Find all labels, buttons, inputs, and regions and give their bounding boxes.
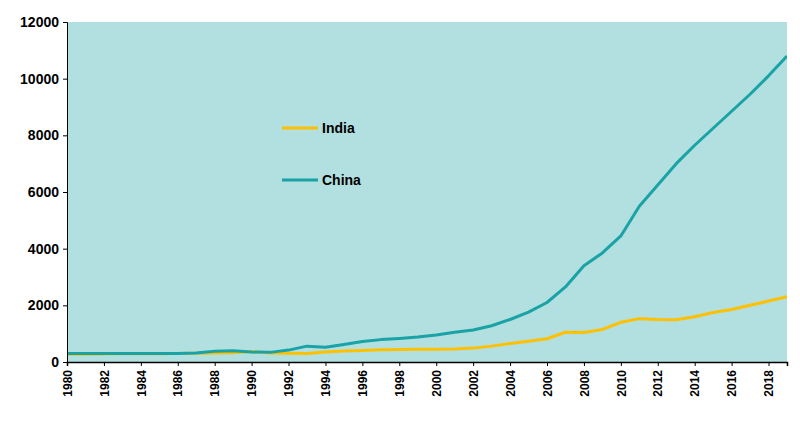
x-tick: 1982	[98, 362, 112, 397]
x-tick-label: 2012	[651, 370, 665, 397]
x-tick-label: 1980	[61, 370, 75, 397]
x-tick: 2004	[504, 362, 518, 397]
x-tick-label: 1994	[319, 370, 333, 397]
y-axis: 0 2000 4000 6000 8000 10000 12000	[20, 14, 67, 370]
x-tick-mark	[289, 362, 290, 366]
y-tick-mark	[63, 305, 67, 306]
x-tick-mark	[215, 362, 216, 366]
x-tick-label: 2014	[688, 370, 702, 397]
x-tick: 2006	[541, 362, 555, 397]
series-line	[67, 297, 787, 355]
y-tick-label: 8000	[28, 127, 59, 143]
plot-background	[67, 22, 787, 362]
y-tick-label: 12000	[20, 14, 59, 30]
x-tick-mark	[473, 362, 474, 366]
x-tick: 2014	[688, 362, 702, 397]
legend-label: China	[322, 172, 361, 188]
y-tick-mark	[63, 192, 67, 193]
y-tick-label: 4000	[28, 241, 59, 257]
x-tick: 1994	[319, 362, 333, 397]
x-tick-label: 1998	[393, 370, 407, 397]
x-tick-mark	[141, 362, 142, 366]
legend-item: India	[282, 120, 355, 136]
x-tick-label: 2018	[762, 370, 776, 397]
x-tick-label: 2000	[430, 370, 444, 397]
x-tick-mark	[362, 362, 363, 366]
x-tick-mark	[695, 362, 696, 366]
legend-label: India	[322, 120, 355, 136]
x-tick-mark	[510, 362, 511, 366]
x-tick-mark	[732, 362, 733, 366]
x-tick: 1998	[393, 362, 407, 397]
x-tick-label: 2016	[725, 370, 739, 397]
y-tick: 2000	[28, 297, 67, 313]
legend-swatch	[282, 127, 318, 130]
y-tick-label: 2000	[28, 297, 59, 313]
x-tick-label: 2004	[504, 370, 518, 397]
x-tick: 2012	[651, 362, 665, 397]
x-tick-label: 1992	[282, 370, 296, 397]
x-tick-label: 1984	[135, 370, 149, 397]
plot: 1980 1982 1984 1986 1988 1990 1992 1994 1996 1998…	[20, 14, 787, 397]
x-tick-mark	[178, 362, 179, 366]
x-tick: 1996	[356, 362, 370, 397]
y-tick: 0	[51, 354, 67, 370]
x-tick: 2018	[762, 362, 776, 397]
lines	[67, 56, 787, 354]
y-tick-label: 0	[51, 354, 59, 370]
x-tick-label: 1986	[171, 370, 185, 397]
x-tick-label: 2010	[615, 370, 629, 397]
x-tick-label: 2006	[541, 370, 555, 397]
x-tick: 1988	[208, 362, 222, 397]
legend-swatch	[282, 179, 318, 182]
y-tick: 8000	[28, 127, 67, 143]
x-axis: 1980 1982 1984 1986 1988 1990 1992 1994 1996 1998…	[61, 362, 788, 397]
x-tick-label: 2002	[467, 370, 481, 397]
x-tick-mark	[621, 362, 622, 366]
x-tick-mark	[436, 362, 437, 366]
x-tick-mark	[584, 362, 585, 366]
x-tick-mark	[325, 362, 326, 366]
x-tick: 1980	[61, 362, 75, 397]
legend: India China	[282, 120, 361, 188]
x-tick: 2010	[615, 362, 629, 397]
x-tick-label: 1988	[208, 370, 222, 397]
x-tick: 2008	[578, 362, 592, 397]
y-tick-mark	[63, 249, 67, 250]
y-tick-mark	[63, 362, 67, 363]
y-axis-line	[63, 23, 68, 363]
x-tick-mark	[769, 362, 770, 366]
x-tick: 1986	[171, 362, 185, 397]
y-tick-mark	[63, 135, 67, 136]
x-tick: 1992	[282, 362, 296, 397]
y-tick: 4000	[28, 241, 67, 257]
x-tick: 1990	[245, 362, 259, 397]
x-tick-mark	[547, 362, 548, 366]
y-tick: 6000	[28, 184, 67, 200]
x-tick-mark	[104, 362, 105, 366]
x-tick: 2002	[467, 362, 481, 397]
x-axis-line	[68, 363, 788, 367]
y-tick-mark	[63, 79, 67, 80]
x-tick: 2000	[430, 362, 444, 397]
chart: 1980 1982 1984 1986 1988 1990 1992 1994 1996 1998…	[0, 0, 800, 429]
y-tick: 10000	[20, 71, 67, 87]
x-tick-label: 1990	[245, 370, 259, 397]
x-tick-mark	[399, 362, 400, 366]
legend-item: China	[282, 172, 361, 188]
x-tick-mark	[252, 362, 253, 366]
x-tick-label: 1996	[356, 370, 370, 397]
series-line	[67, 56, 787, 354]
x-tick: 2016	[725, 362, 739, 397]
x-tick-label: 2008	[578, 370, 592, 397]
y-tick-label: 10000	[20, 71, 59, 87]
x-tick: 1984	[135, 362, 149, 397]
y-tick-label: 6000	[28, 184, 59, 200]
y-tick: 12000	[20, 14, 67, 30]
x-tick-mark	[658, 362, 659, 366]
x-tick-label: 1982	[98, 370, 112, 397]
y-tick-mark	[63, 22, 67, 23]
